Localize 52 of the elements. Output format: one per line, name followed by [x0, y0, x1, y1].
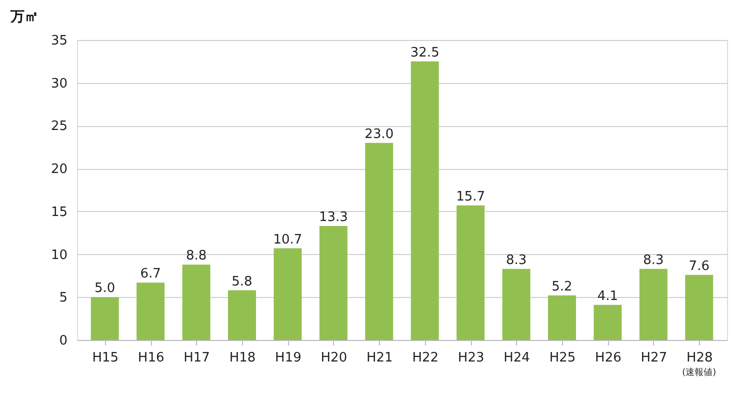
bar: [548, 295, 576, 340]
x-tick-label: H15: [92, 350, 119, 366]
data-label: 15.7: [456, 189, 486, 204]
y-tick-label: 5: [59, 290, 68, 306]
bar: [182, 264, 210, 340]
data-label: 6.7: [140, 266, 161, 282]
y-tick-label: 30: [50, 76, 68, 92]
data-label: 23.0: [364, 126, 394, 142]
data-label: 5.8: [232, 274, 252, 290]
x-tick-label: H27: [640, 350, 668, 366]
bar: [228, 290, 256, 340]
bar: [594, 304, 622, 340]
y-tick-label: 35: [50, 34, 68, 48]
y-tick-label: 10: [50, 248, 68, 263]
data-label: 8.3: [506, 252, 527, 268]
x-tick-label: H26: [595, 350, 622, 366]
y-tick-label: 20: [50, 162, 68, 178]
data-label: 5.2: [552, 279, 572, 294]
bar: [502, 268, 530, 340]
data-label: 13.3: [318, 210, 348, 225]
y-tick-label: 15: [50, 204, 68, 220]
bar: [136, 282, 165, 340]
data-label: 5.0: [94, 281, 116, 296]
x-tick-label: H20: [320, 350, 348, 366]
x-tick-label: H25: [549, 350, 576, 366]
y-axis-title: 万㎡: [9, 9, 38, 25]
x-tick-label: H28: [686, 350, 713, 366]
x-tick-label: H22: [412, 350, 439, 366]
x-tick-label: H17: [184, 350, 210, 366]
x-tick-label: H16: [138, 350, 164, 366]
y-tick-label: 0: [59, 334, 68, 348]
bar: [90, 297, 119, 340]
bar: [456, 205, 485, 340]
data-label: 32.5: [410, 45, 440, 60]
x-tick-label: H21: [366, 350, 393, 366]
x-tick-label: H19: [275, 350, 302, 366]
x-tick-label: H24: [504, 350, 530, 366]
data-label: 4.1: [597, 288, 618, 304]
data-label: 8.8: [186, 248, 207, 264]
bar: [639, 268, 668, 340]
text: (速報値): [682, 367, 716, 378]
bar: [365, 142, 394, 340]
bar: [410, 61, 439, 340]
data-label: 7.6: [688, 258, 710, 274]
y-tick-label: 25: [50, 119, 68, 134]
data-label: 8.3: [643, 252, 664, 268]
bar: [319, 226, 348, 340]
data-label: 10.7: [273, 232, 302, 248]
bar: [685, 274, 714, 340]
x-tick-label: H23: [458, 350, 484, 366]
x-tick-label: H18: [229, 350, 256, 366]
bar: [274, 248, 302, 340]
